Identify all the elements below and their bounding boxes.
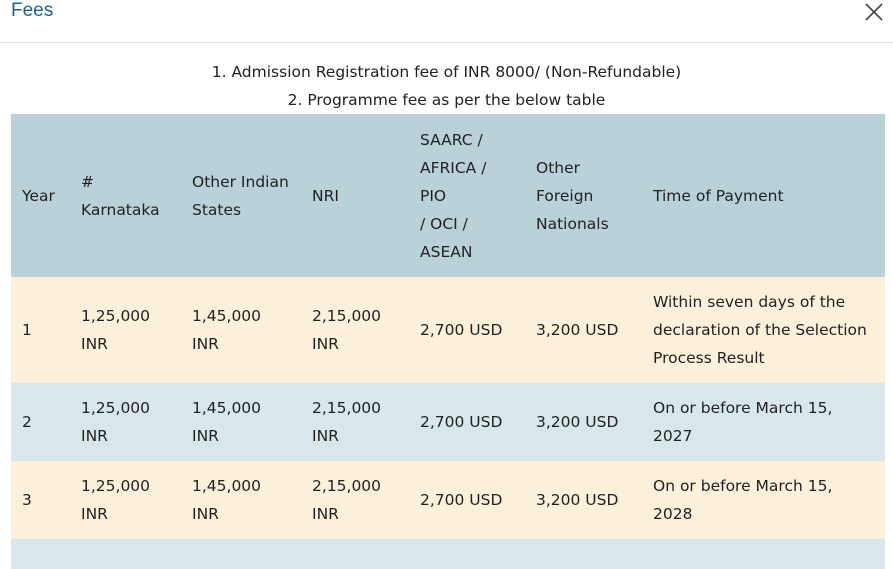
cell-year: 2 bbox=[22, 413, 32, 431]
note-programme-fee: 2. Programme fee as per the below table bbox=[287, 91, 606, 109]
note-registration-fee: 1. Admission Registration fee of INR 800… bbox=[211, 63, 682, 81]
cell-time-of-payment: Within seven days of the declaration of … bbox=[653, 293, 867, 367]
cell-karnataka: 1,25,000 INR bbox=[81, 477, 151, 523]
table-row-partial bbox=[11, 539, 885, 569]
cell-other-foreign: 3,200 USD bbox=[536, 321, 619, 339]
cell-saarc: 2,700 USD bbox=[420, 321, 503, 339]
cell-year: 1 bbox=[22, 321, 32, 339]
cell-year: 3 bbox=[22, 491, 32, 509]
partial-row-cell bbox=[11, 539, 885, 569]
cell-nri: 2,15,000 INR bbox=[312, 399, 382, 445]
cell-saarc: 2,700 USD bbox=[420, 413, 503, 431]
header-other-indian-states: Other Indian States bbox=[192, 172, 289, 219]
header-nri: NRI bbox=[312, 186, 339, 205]
header-karnataka: # Karnataka bbox=[81, 172, 160, 219]
cell-time-of-payment: On or before March 15, 2028 bbox=[653, 477, 833, 523]
cell-time-of-payment: On or before March 15, 2027 bbox=[653, 399, 833, 445]
table-row: 1 1,25,000 INR 1,45,000 INR 2,15,000 INR… bbox=[11, 277, 885, 383]
cell-other-foreign: 3,200 USD bbox=[536, 491, 619, 509]
close-button[interactable] bbox=[863, 1, 885, 23]
header-year: Year bbox=[22, 186, 55, 205]
cell-other-foreign: 3,200 USD bbox=[536, 413, 619, 431]
modal-title: Fees bbox=[11, 0, 54, 21]
cell-karnataka: 1,25,000 INR bbox=[81, 307, 151, 353]
cell-karnataka: 1,25,000 INR bbox=[81, 399, 151, 445]
cell-other-indian-states: 1,45,000 INR bbox=[192, 399, 262, 445]
fees-table: Year # Karnataka Other Indian States NRI… bbox=[11, 114, 885, 569]
cell-nri: 2,15,000 INR bbox=[312, 477, 382, 523]
table-header-row: Year # Karnataka Other Indian States NRI… bbox=[11, 114, 885, 277]
cell-saarc: 2,700 USD bbox=[420, 491, 503, 509]
table-row: 2 1,25,000 INR 1,45,000 INR 2,15,000 INR… bbox=[11, 383, 885, 461]
header-saarc-africa-pio-oci-asean: SAARC / AFRICA / PIO / OCI / ASEAN bbox=[420, 130, 487, 261]
close-icon[interactable] bbox=[863, 1, 885, 23]
cell-other-indian-states: 1,45,000 INR bbox=[192, 477, 262, 523]
cell-nri: 2,15,000 INR bbox=[312, 307, 382, 353]
header-other-foreign-nationals: Other Foreign Nationals bbox=[536, 158, 609, 233]
header-time-of-payment: Time of Payment bbox=[653, 186, 784, 205]
cell-other-indian-states: 1,45,000 INR bbox=[192, 307, 262, 353]
fee-notes: 1. Admission Registration fee of INR 800… bbox=[0, 58, 893, 114]
modal-header: Fees bbox=[0, 0, 893, 43]
table-row: 3 1,25,000 INR 1,45,000 INR 2,15,000 INR… bbox=[11, 461, 885, 539]
